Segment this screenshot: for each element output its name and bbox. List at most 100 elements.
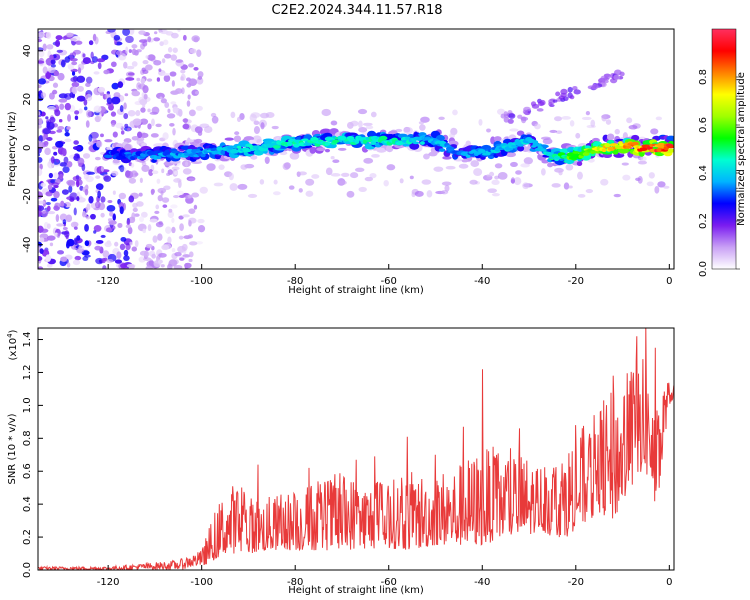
spectrogram-cell <box>38 205 45 212</box>
spectrogram-cell <box>85 82 91 88</box>
snr-x-tick-label: -120 <box>97 577 120 588</box>
spectrogram-cell <box>155 123 162 128</box>
spectrogram-cell <box>188 258 193 263</box>
spectrogram-cell <box>515 170 522 175</box>
spectrogram-cell <box>78 245 85 250</box>
spectrogram-cell <box>170 101 177 105</box>
spectrogram-cell <box>49 116 56 124</box>
spectrogram-cell <box>102 250 110 258</box>
spectrogram-cell <box>86 171 96 175</box>
spectrogram-cell <box>551 183 561 188</box>
spectrogram-cell <box>346 190 355 198</box>
spectrogram-cell <box>147 36 152 43</box>
spectrogram-cell <box>167 236 172 244</box>
spectrogram-cell <box>38 38 43 43</box>
spectrogram-cell <box>473 168 483 177</box>
spectrogram-cell <box>409 175 414 180</box>
spectrogram-cell <box>110 61 117 68</box>
spectrogram-cell <box>194 91 200 95</box>
spectrogram-cell <box>147 108 151 113</box>
spectrogram-cells <box>38 29 674 269</box>
spectrogram-cell <box>38 60 45 64</box>
spectrogram-cell <box>107 199 113 204</box>
spectrogram-cell <box>73 49 82 55</box>
spectrogram-cell <box>371 153 380 158</box>
spectrogram-cell <box>66 32 74 38</box>
spectrogram-cell <box>60 200 65 207</box>
spectrogram-cell <box>138 192 143 197</box>
spectrogram-cell <box>139 98 148 106</box>
spectrogram-cell <box>243 136 255 141</box>
spectrogram-x-tick-label: -20 <box>568 276 584 287</box>
spectrogram-cell <box>218 164 225 170</box>
spectrogram-cell <box>85 215 91 220</box>
spectrogram-cell <box>128 195 135 203</box>
snr-background <box>38 328 674 570</box>
spectrogram-cell <box>569 120 575 127</box>
spectrogram-cell <box>147 224 152 232</box>
spectrogram-cell <box>193 204 198 210</box>
spectrogram-cell <box>626 117 633 124</box>
spectrogram-cell <box>50 156 55 164</box>
spectrogram-cell <box>565 163 574 171</box>
spectrogram-cell <box>184 262 192 269</box>
spectrogram-cell <box>57 250 65 255</box>
spectrogram-cell <box>330 173 341 177</box>
spectrogram-cell <box>191 192 200 198</box>
spectrogram-cell <box>173 265 183 269</box>
spectrogram-cell <box>179 257 185 261</box>
spectrogram-cell <box>613 193 621 198</box>
spectrogram-cell <box>182 118 189 123</box>
spectrogram-cell <box>324 148 331 153</box>
spectrogram-cell <box>94 156 101 161</box>
spectrogram-cell <box>486 175 493 180</box>
spectrogram-cell <box>128 29 135 35</box>
spectrogram-cell <box>167 263 173 269</box>
spectrogram-frame <box>37 28 675 270</box>
spectrogram-cell <box>253 126 261 134</box>
spectrogram-cell <box>170 204 178 209</box>
spectrogram-cell <box>40 182 47 187</box>
spectrogram-cell <box>188 78 198 87</box>
spectrogram-cell <box>114 39 118 45</box>
spectrogram-cell <box>126 219 131 226</box>
spectrogram-cell <box>657 181 666 188</box>
spectrogram-cell <box>88 195 94 204</box>
spectrogram-cell <box>236 116 242 123</box>
spectrogram-x-ticks: -120 -100 -80 -60 -40 -20 0 <box>97 264 673 287</box>
spectrogram-cell <box>45 31 52 39</box>
spectrogram-cell <box>38 110 41 116</box>
spectrogram-cell <box>113 34 121 41</box>
spectrogram-cell <box>465 154 471 158</box>
snr-y-multiplier: (x104) <box>6 329 19 360</box>
spectrogram-cell <box>117 81 124 89</box>
spectrogram-cell <box>85 120 90 128</box>
spectrogram-cell <box>162 39 169 46</box>
spectrogram-cell <box>558 170 563 176</box>
spectrogram-cell <box>116 143 124 149</box>
spectrogram-cell <box>97 86 106 93</box>
spectrogram-cell <box>264 156 270 165</box>
spectrogram-cell <box>62 148 67 157</box>
spectrogram-cell <box>449 132 455 139</box>
spectrogram-cell <box>365 125 374 130</box>
spectrogram-cell <box>65 214 73 223</box>
spectrogram-cell <box>71 71 76 76</box>
spectrogram-cell <box>510 161 518 168</box>
spectrogram-cell <box>136 77 141 82</box>
spectrogram-cell <box>63 156 69 164</box>
spectrogram-x-tick-label: -60 <box>381 276 397 287</box>
spectrogram-cell <box>486 128 491 133</box>
spectrogram-cell <box>182 34 187 41</box>
spectrogram-cell <box>458 163 469 169</box>
colorbar: 0.0 0.2 0.4 0.6 0.8 Normalized spectral ampl… <box>698 28 747 277</box>
spectrogram-cell <box>128 264 135 269</box>
spectrogram-cell <box>119 206 124 215</box>
spectrogram-cell <box>38 156 43 163</box>
spectrogram-cell <box>509 128 519 132</box>
spectrogram-cell <box>378 135 388 141</box>
spectrogram-cell <box>62 166 70 174</box>
spectrogram-cell <box>298 188 303 193</box>
spectrogram-cell <box>140 211 148 218</box>
spectrogram-cell <box>102 265 107 269</box>
